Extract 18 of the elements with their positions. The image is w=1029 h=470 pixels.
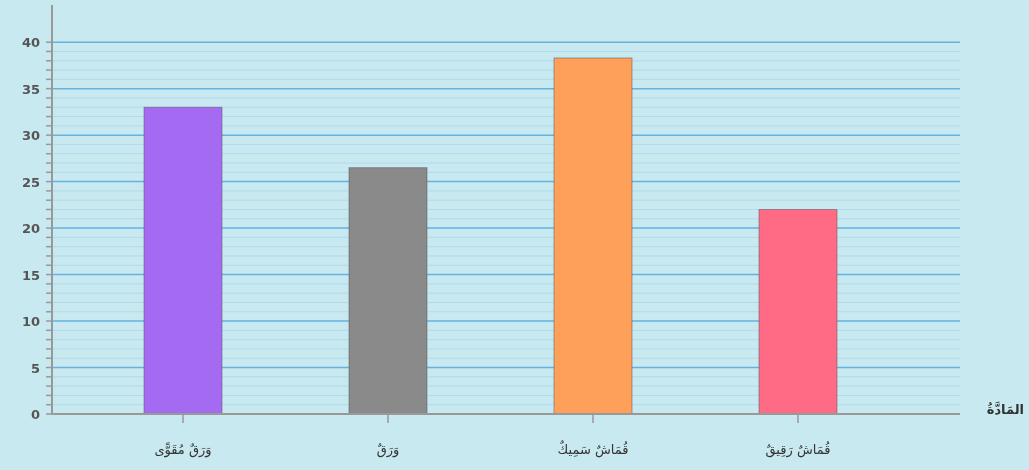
y-tick-label: 20 <box>21 221 40 237</box>
x-tick-label: وَرَقٌ <box>376 442 400 458</box>
y-tick-label: 10 <box>21 314 40 330</box>
x-tick-label: وَرَقٌ مُقَوًّى <box>154 441 212 458</box>
y-tick-label: 30 <box>21 128 40 144</box>
bar <box>553 57 633 415</box>
y-tick-label: 15 <box>21 267 40 283</box>
bar <box>758 209 838 415</box>
bar <box>143 106 223 415</box>
x-tick-label: قُمَاشٌ رَقِيقٌ <box>765 441 831 458</box>
y-tick-label: 5 <box>30 360 40 376</box>
y-tick-label: 0 <box>30 407 40 422</box>
y-tick-label: 25 <box>21 174 40 190</box>
x-axis-title: المَادَّةُ <box>986 401 1024 417</box>
x-tick-label: قُمَاشٌ سَمِيكٌ <box>557 440 629 458</box>
y-tick-label: 40 <box>21 35 40 51</box>
y-tick-label: 35 <box>21 81 40 97</box>
bar <box>348 167 428 415</box>
